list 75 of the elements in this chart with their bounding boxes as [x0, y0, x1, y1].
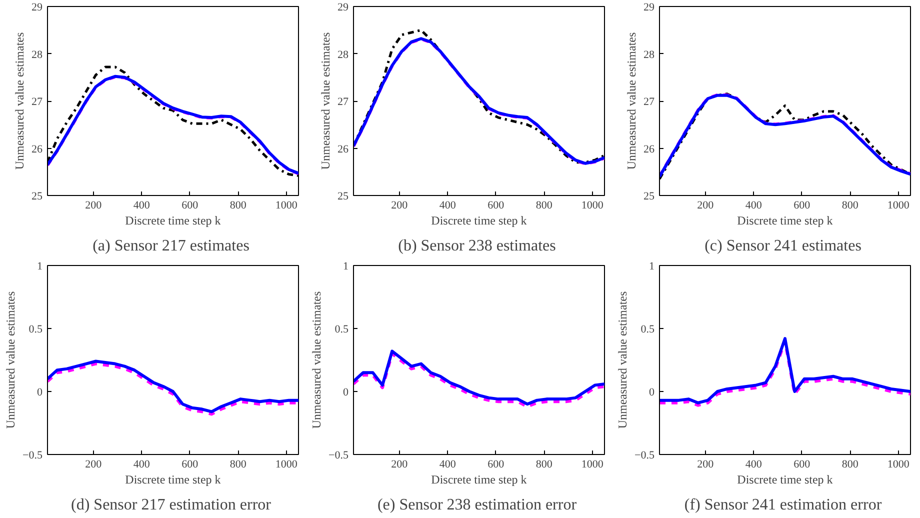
- y-tick-label: 28: [32, 48, 43, 61]
- x-tick-label: 400: [133, 458, 150, 470]
- y-tick-label: 25: [644, 190, 655, 202]
- x-axis-title: Discrete time step k: [125, 472, 221, 486]
- x-axis-title: Discrete time step k: [737, 472, 833, 486]
- y-tick-label: 1: [37, 260, 42, 272]
- x-tick-label: 600: [182, 458, 199, 470]
- text: (e) Sensor 238 estimation error: [377, 496, 578, 514]
- y-tick-label: 29: [644, 2, 655, 14]
- x-tick-label: 800: [842, 200, 859, 212]
- y-tick-label: 26: [32, 143, 43, 156]
- x-tick-label: 800: [536, 458, 553, 470]
- x-axis-title: Discrete time step k: [125, 214, 221, 228]
- x-tick-label: 800: [230, 458, 247, 470]
- x-tick-label: 200: [391, 458, 408, 470]
- x-tick-label: 1000: [275, 200, 298, 212]
- x-tick-label: 200: [85, 200, 102, 212]
- x-tick-label: 800: [230, 200, 247, 212]
- x-axis-title: Discrete time step k: [737, 214, 833, 228]
- x-tick-label: 200: [85, 458, 102, 470]
- y-tick-label: 0: [649, 386, 655, 398]
- x-tick-label: 1000: [581, 458, 604, 470]
- text: (b) Sensor 238 estimates: [398, 238, 556, 254]
- x-tick-label: 1000: [887, 200, 910, 212]
- y-axis-title: Unmeasured value estimates: [616, 291, 630, 429]
- text: (a) Sensor 217 estimates: [92, 238, 250, 254]
- y-tick-label: 25: [338, 190, 349, 202]
- x-tick-label: 400: [439, 458, 456, 470]
- text: (f) Sensor 241 estimation error: [684, 496, 882, 514]
- y-tick-label: 0: [37, 386, 43, 398]
- x-tick-label: 200: [697, 458, 714, 470]
- y-axis-title: Unmeasured value estimates: [624, 32, 638, 170]
- x-tick-label: 400: [745, 458, 762, 470]
- y-tick-label: 27: [644, 96, 655, 108]
- y-tick-label: 26: [644, 143, 655, 156]
- y-tick-label: 0.5: [334, 324, 349, 336]
- y-axis-title: Unmeasured value estimates: [12, 32, 26, 170]
- y-tick-label: −0.5: [22, 450, 43, 462]
- x-tick-label: 200: [391, 200, 408, 212]
- y-tick-label: 28: [338, 48, 349, 61]
- x-tick-label: 200: [697, 200, 714, 212]
- x-tick-label: 600: [182, 200, 199, 212]
- x-tick-label: 1000: [887, 458, 910, 470]
- y-tick-label: −0.5: [328, 450, 349, 462]
- y-tick-label: 0.5: [640, 324, 655, 336]
- x-axis-title: Discrete time step k: [431, 472, 527, 486]
- x-tick-label: 400: [745, 200, 762, 212]
- text: (d) Sensor 217 estimation error: [71, 496, 272, 514]
- x-tick-label: 600: [488, 458, 505, 470]
- x-tick-label: 1000: [581, 200, 604, 212]
- y-axis-title: Unmeasured value estimates: [318, 32, 332, 170]
- x-tick-label: 400: [133, 200, 150, 212]
- y-tick-label: 29: [338, 2, 349, 14]
- y-tick-label: 0.5: [28, 324, 43, 336]
- x-tick-label: 600: [794, 200, 811, 212]
- x-axis-title: Discrete time step k: [431, 214, 527, 228]
- y-tick-label: 27: [32, 96, 43, 108]
- y-tick-label: 27: [338, 96, 349, 108]
- text: (c) Sensor 241 estimates: [704, 238, 862, 254]
- y-tick-label: 1: [343, 260, 348, 272]
- y-tick-label: 26: [338, 143, 349, 156]
- x-tick-label: 600: [794, 458, 811, 470]
- y-tick-label: 0: [343, 386, 349, 398]
- y-axis-title: Unmeasured value estimates: [310, 291, 324, 429]
- y-tick-label: 28: [644, 48, 655, 61]
- y-tick-label: 1: [649, 260, 654, 272]
- x-tick-label: 600: [488, 200, 505, 212]
- x-tick-label: 400: [439, 200, 456, 212]
- y-axis-title: Unmeasured value estimates: [4, 291, 18, 429]
- x-tick-label: 1000: [275, 458, 298, 470]
- y-tick-label: 25: [32, 190, 43, 202]
- x-tick-label: 800: [536, 200, 553, 212]
- x-tick-label: 800: [842, 458, 859, 470]
- y-tick-label: −0.5: [634, 450, 655, 462]
- y-tick-label: 29: [32, 2, 43, 14]
